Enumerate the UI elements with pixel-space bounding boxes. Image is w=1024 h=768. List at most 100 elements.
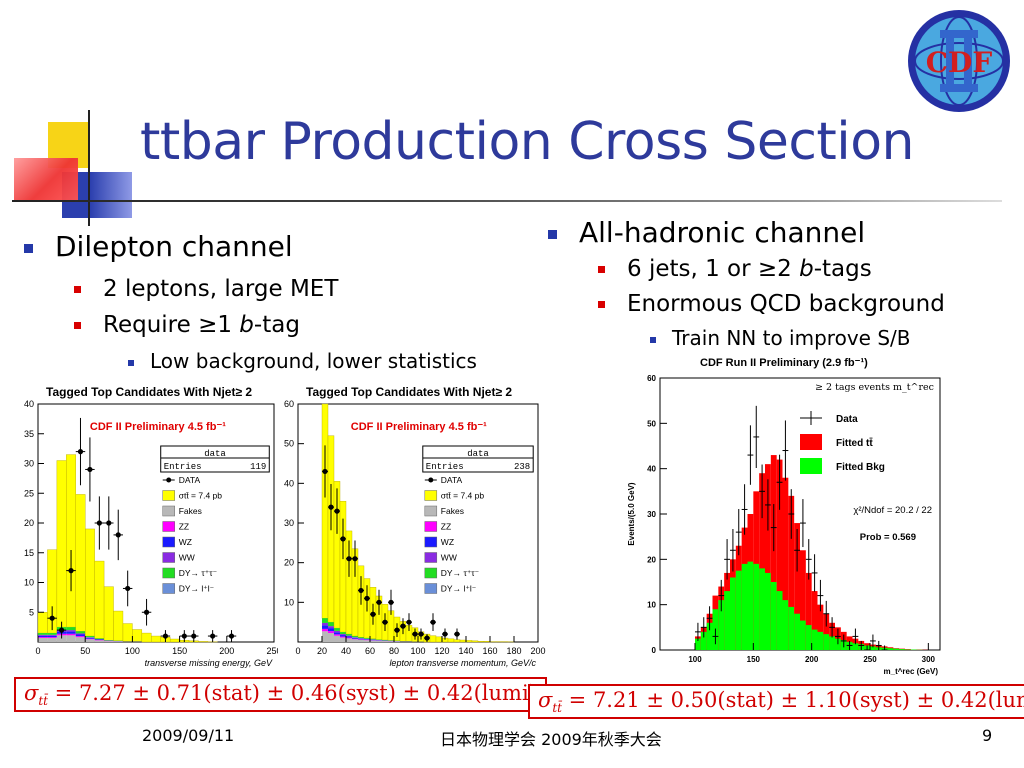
background-bar [75,631,86,634]
legend-label: WZ [441,537,454,547]
y-tick-label: 60 [647,374,656,383]
signal-bar [435,636,443,643]
fitted-bkg-bar [741,563,748,650]
background-bar [340,636,346,638]
background-bar [47,635,57,638]
signal-bar [132,629,143,642]
chart-subtitle: CDF II Preliminary 4.5 fb⁻¹ [351,421,487,433]
background-bar [364,639,370,640]
background-bar [394,641,400,642]
y-tick-label: 0 [652,646,657,655]
y-tick-label: 10 [24,578,34,588]
x-tick-label: 0 [35,646,40,656]
legend-label: DY→ l⁺l⁻ [179,584,215,594]
legend-swatch [424,505,438,517]
fitted-ttbar-bar [800,550,806,650]
signal-bar [459,639,467,643]
background-bar [38,637,48,642]
x-tick-label: 150 [747,655,761,664]
y-tick-label: 30 [24,459,34,469]
background-bar [340,632,346,635]
data-point [370,611,376,617]
right-sub2-text: Enormous QCD background [627,291,945,317]
fitted-ttbar-bar [782,477,789,650]
fitted-ttbar-bar [805,572,812,650]
background-bar [328,628,334,632]
left-sub2-sym: ≥1 [198,312,240,338]
legend-label: Data [836,414,858,425]
y-tick-label: 5 [29,607,34,617]
decor-vertical-line [88,110,90,226]
fitted-bkg-bar [899,649,905,650]
y-axis-label: Events/(5.0 GeV) [627,482,636,545]
background-bar [94,638,105,640]
legend-label: σtt̄ = 7.4 pb [179,491,223,501]
x-tick-label: 200 [530,646,545,656]
fitted-bkg-bar [782,600,789,650]
y-tick-label: 15 [24,548,34,558]
data-point [334,508,340,514]
legend-label: DY→ τ⁺τ⁻ [441,568,480,578]
y-tick-label: 20 [284,558,294,568]
right-sub1-post: -tags [813,256,872,282]
fitted-bkg-bar [724,591,730,650]
legend-swatch [162,567,175,579]
legend-swatch [162,552,175,563]
background-bar [358,639,364,642]
right-sub1-sym: ≥2 [757,256,800,282]
signal-bar [471,640,479,643]
legend-label: Fakes [441,506,464,516]
logo-text: CDF [926,46,993,79]
data-point [115,532,121,538]
background-bar [38,634,48,636]
fitted-bkg-bar [700,631,707,650]
data-point [106,520,112,526]
y-tick-label: 20 [647,555,656,564]
signal-bar [141,632,152,643]
stats-label: Entries [164,462,202,472]
left-heading: Dilepton channel [55,230,293,263]
fitted-bkg-bar [800,620,806,650]
background-bar [38,635,48,638]
square-bullet-icon [598,301,605,308]
fitted-bkg-bar [735,570,742,650]
left-sub3-text: Low background, lower statistics [150,349,477,373]
legend-swatch [162,536,175,548]
x-tick-label: 40 [341,646,351,656]
right-formula-text: = 7.21 ± 0.50(stat) ± 1.10(syst) ± 0.42(… [562,688,1024,712]
cdf-logo: CDF [908,10,1010,112]
y-tick-label: 10 [284,597,294,607]
x-tick-label: 250 [863,655,877,664]
y-tick-label: 40 [647,465,656,474]
right-sub1-b: b [799,256,814,282]
background-bar [66,627,76,631]
data-point [125,585,131,592]
data-point [388,599,394,605]
square-bullet-icon [128,359,134,366]
square-bullet-icon [74,322,81,329]
data-point [162,633,169,639]
x-tick-label: 200 [805,655,819,664]
data-point [87,466,93,473]
data-point [424,635,430,641]
background-bar [85,638,95,640]
data-point [364,595,370,601]
x-tick-label: 100 [688,655,702,664]
chart-title: CDF Run II Preliminary (2.9 fb⁻¹) [700,357,868,369]
signal-bar [37,612,48,634]
chart-lepton-pt: Tagged Top Candidates With Njet≥ 2 10 20 30… [278,380,548,670]
x-tick-label: 50 [80,646,90,656]
data-point [181,633,187,639]
chart-title: Tagged Top Candidates With Njet≥ 2 [46,385,252,399]
fitted-bkg-bar [887,648,894,650]
prob-label: Prob = 0.569 [860,532,916,543]
background-bar [66,635,76,642]
right-sub1-pre: 6 jets, 1 or [627,256,758,282]
square-bullet-icon [548,229,557,239]
background-bar [346,634,352,636]
legend-marker [428,477,434,483]
footer-center: 日本物理学会 2009年秋季大会 [440,730,662,749]
right-sub3: Train NN to improve S/B [650,326,910,350]
data-point [430,619,436,625]
background-bar [334,634,340,636]
